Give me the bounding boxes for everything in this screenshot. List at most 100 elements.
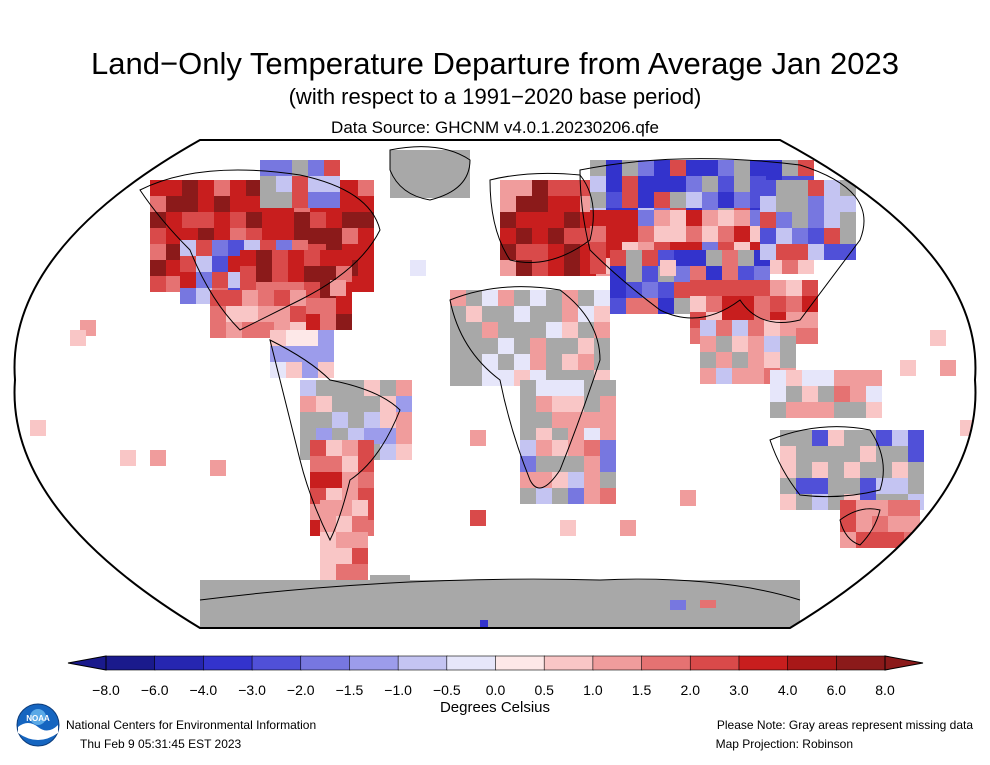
grid-cell <box>818 370 834 386</box>
grid-cell <box>422 150 438 166</box>
grid-cell <box>654 210 670 226</box>
data-source: Data Source: GHCNM v4.0.1.20230206.qfe <box>331 118 659 137</box>
grid-cell <box>210 290 226 306</box>
grid-cell <box>302 346 318 362</box>
grid-cell <box>242 322 258 338</box>
grid-cell <box>212 240 228 256</box>
grid-cell <box>568 380 584 396</box>
grid-cell <box>892 462 908 478</box>
grid-cell <box>706 280 722 296</box>
grid-cell <box>352 548 368 564</box>
grid-cell <box>466 354 482 370</box>
grid-cell <box>212 272 228 288</box>
grid-cell <box>150 260 166 276</box>
grid-cell <box>786 296 802 312</box>
grid-cell <box>150 228 166 244</box>
grid-cell <box>166 180 182 196</box>
grid-cell <box>722 250 738 266</box>
grid-cell <box>610 250 626 266</box>
grid-cell <box>500 212 516 228</box>
grid-cell <box>606 210 622 226</box>
grid-cell <box>738 280 754 296</box>
grid-cell <box>770 280 786 296</box>
grid-cell <box>700 320 716 336</box>
grid-cell <box>536 456 552 472</box>
grid-cell <box>70 330 86 346</box>
coastline-path <box>489 172 594 263</box>
grid-cell <box>300 396 316 412</box>
grid-cell <box>818 402 834 418</box>
footer-note: Please Note: Gray areas represent missin… <box>716 718 973 732</box>
grid-cell <box>594 306 610 322</box>
grid-cell <box>482 290 498 306</box>
grid-cell <box>450 306 466 322</box>
colorbar-tick-label: −8.0 <box>92 682 120 698</box>
grid-cell <box>304 250 320 266</box>
grid-cell <box>30 420 46 436</box>
grid-cell <box>498 322 514 338</box>
grid-cell <box>860 478 876 494</box>
grid-cell <box>690 296 706 312</box>
grid-cell <box>622 226 638 242</box>
grid-cell <box>764 352 780 368</box>
grid-cell <box>246 212 262 228</box>
grid-cell <box>796 478 812 494</box>
grid-cell <box>824 180 840 196</box>
grid-cell <box>844 446 860 462</box>
grid-cell <box>824 196 840 212</box>
grid-cell <box>748 352 764 368</box>
grid-cell <box>532 180 548 196</box>
grid-cell <box>226 306 242 322</box>
grid-cell <box>380 396 396 412</box>
grid-cell <box>850 370 866 386</box>
grid-cell <box>304 266 320 282</box>
grid-cell <box>716 352 732 368</box>
grid-cell <box>792 196 808 212</box>
grid-cell <box>686 210 702 226</box>
grid-cell <box>732 368 748 384</box>
grid-cell <box>840 228 856 244</box>
grid-cell <box>410 260 426 276</box>
grid-cell <box>320 250 336 266</box>
grid-cell <box>530 290 546 306</box>
grid-cell <box>304 298 320 314</box>
grid-cell <box>396 428 412 444</box>
grid-cell <box>776 212 792 228</box>
grid-cell <box>812 430 828 446</box>
grid-cell <box>292 176 308 192</box>
grid-cell <box>584 412 600 428</box>
grid-cell <box>802 402 818 418</box>
grid-cell <box>482 322 498 338</box>
grid-cell <box>292 192 308 208</box>
grid-cell <box>274 290 290 306</box>
grid-cell <box>198 180 214 196</box>
grid-cell <box>214 180 230 196</box>
grid-cell <box>500 244 516 260</box>
grid-cell <box>242 290 258 306</box>
grid-cell <box>674 266 690 282</box>
grid-cell <box>638 160 654 176</box>
grid-cell <box>342 180 358 196</box>
grid-cell <box>860 446 876 462</box>
grid-cell <box>732 352 748 368</box>
footer-projection: Map Projection: Robinson <box>715 737 853 751</box>
grid-cell <box>844 430 860 446</box>
grid-cell <box>348 412 364 428</box>
grid-cell <box>872 516 888 532</box>
grid-cell <box>702 176 718 192</box>
grid-cell <box>670 210 686 226</box>
grid-cell <box>562 322 578 338</box>
grid-cell <box>288 250 304 266</box>
grid-cell <box>180 256 196 272</box>
grid-cell <box>310 456 326 472</box>
grid-cell <box>840 212 856 228</box>
grid-cell <box>732 320 748 336</box>
grid-cell <box>332 412 348 428</box>
grid-cell <box>716 336 732 352</box>
noaa-logo-icon: NOAA <box>16 703 60 747</box>
grid-cell <box>352 532 368 548</box>
grid-cell <box>674 282 690 298</box>
grid-cell <box>856 516 872 532</box>
grid-cell <box>718 160 734 176</box>
grid-cell <box>584 472 600 488</box>
